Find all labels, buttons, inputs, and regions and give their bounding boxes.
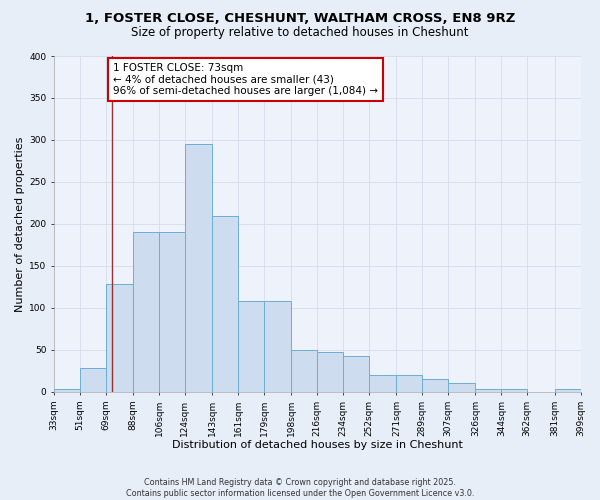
Bar [106,284,133,392]
Bar [212,216,238,392]
Bar [502,390,527,392]
Bar [133,232,159,392]
Bar [238,301,264,392]
Text: Contains HM Land Registry data © Crown copyright and database right 2025.
Contai: Contains HM Land Registry data © Crown c… [126,478,474,498]
Bar [264,301,292,392]
Bar [369,375,397,392]
Bar [554,390,581,392]
Bar [185,144,212,392]
X-axis label: Distribution of detached houses by size in Cheshunt: Distribution of detached houses by size … [172,440,463,450]
Text: Size of property relative to detached houses in Cheshunt: Size of property relative to detached ho… [131,26,469,39]
Bar [159,232,185,392]
Text: 1 FOSTER CLOSE: 73sqm
← 4% of detached houses are smaller (43)
96% of semi-detac: 1 FOSTER CLOSE: 73sqm ← 4% of detached h… [113,62,378,96]
Y-axis label: Number of detached properties: Number of detached properties [15,136,25,312]
Bar [54,390,80,392]
Bar [448,384,475,392]
Bar [80,368,106,392]
Bar [317,352,343,392]
Bar [343,356,369,392]
Bar [292,350,317,392]
Bar [475,390,502,392]
Bar [397,375,422,392]
Text: 1, FOSTER CLOSE, CHESHUNT, WALTHAM CROSS, EN8 9RZ: 1, FOSTER CLOSE, CHESHUNT, WALTHAM CROSS… [85,12,515,26]
Bar [422,379,448,392]
